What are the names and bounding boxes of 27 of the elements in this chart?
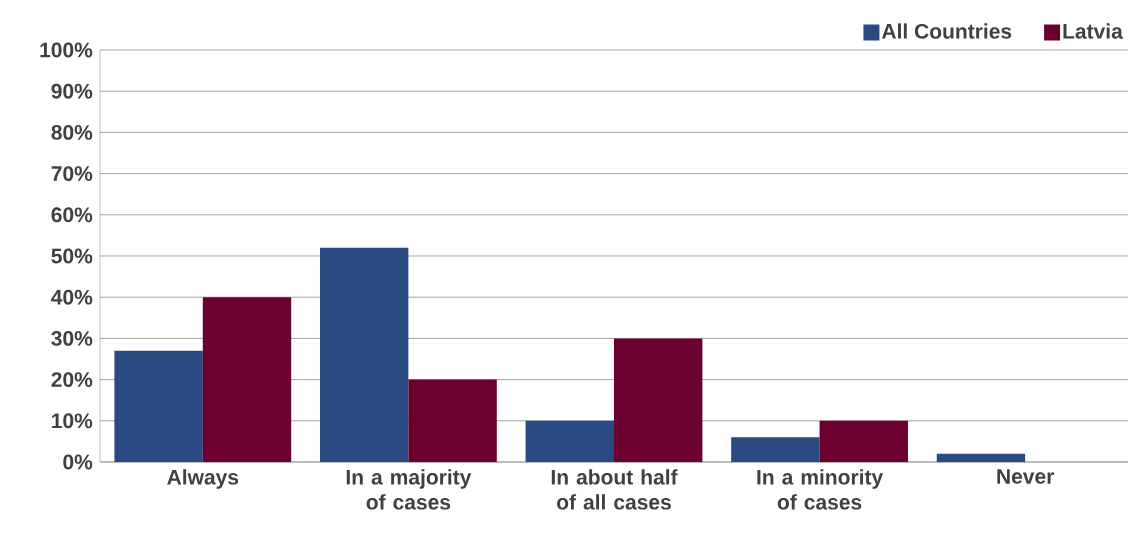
y-tick-label: 0% [63, 454, 93, 470]
y-tick-label: 30% [51, 330, 93, 346]
legend-label: Latvia [1063, 23, 1123, 39]
y-tick-label: 50% [51, 248, 93, 264]
legend-label: All Countries [881, 23, 1012, 39]
x-tick-label: Never [997, 469, 1055, 484]
bar [202, 297, 292, 462]
x-tick-label: In a majority of cases [346, 469, 472, 510]
y-tick-label: 100% [40, 42, 93, 58]
bar [819, 420, 908, 462]
bar [613, 338, 703, 462]
y-tick-label: 70% [51, 166, 93, 182]
x-tick-label: Always [167, 469, 239, 489]
y-tick-label: 60% [51, 207, 93, 223]
y-tick-label: 80% [51, 124, 93, 140]
x-tick-label: In a minority of cases [757, 469, 884, 510]
y-tick-label: 20% [51, 372, 93, 388]
y-tick-label: 90% [51, 83, 93, 99]
bar [731, 437, 820, 462]
y-tick-label: 40% [51, 289, 93, 305]
bar [114, 350, 203, 462]
bar [408, 379, 497, 462]
bar [936, 453, 1026, 462]
bar [525, 420, 614, 462]
y-tick-label: 10% [52, 413, 93, 429]
x-tick-label: In about half of all cases [551, 469, 678, 510]
bar [319, 247, 409, 462]
